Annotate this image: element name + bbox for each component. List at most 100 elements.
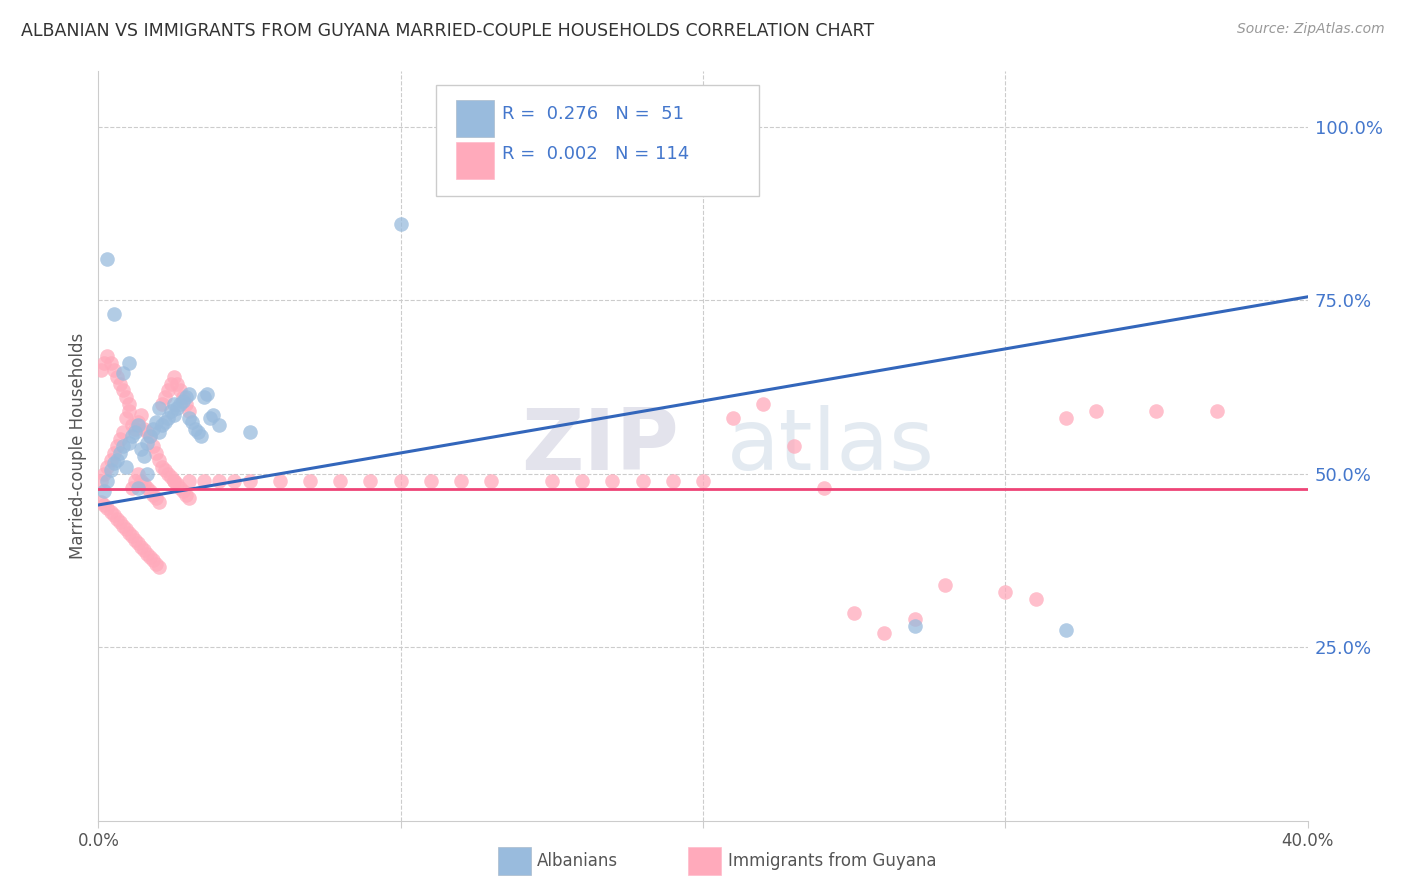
Point: [329, 474, 352, 488]
Point: [139, 484, 162, 499]
Point: [540, 474, 562, 488]
Point: [111, 384, 134, 398]
Point: [135, 425, 157, 439]
Point: [96, 474, 118, 488]
Point: [153, 391, 176, 405]
Point: [129, 474, 152, 488]
Point: [481, 474, 503, 488]
Point: [127, 467, 149, 481]
Point: [118, 435, 141, 450]
Point: [139, 428, 162, 442]
Point: [150, 397, 173, 411]
Point: [752, 397, 775, 411]
Point: [163, 369, 186, 384]
Point: [208, 474, 231, 488]
Point: [169, 384, 191, 398]
Point: [132, 450, 155, 464]
Point: [994, 584, 1017, 599]
Point: [190, 428, 212, 442]
Point: [103, 456, 125, 470]
Point: [142, 553, 165, 567]
Point: [692, 474, 714, 488]
Y-axis label: Married-couple Households: Married-couple Households: [69, 333, 87, 559]
Point: [163, 397, 186, 411]
Point: [160, 376, 183, 391]
Point: [139, 549, 162, 564]
Point: [127, 536, 149, 550]
Point: [129, 442, 152, 457]
Point: [148, 494, 170, 508]
Point: [142, 487, 165, 501]
Point: [90, 494, 112, 508]
Point: [118, 525, 141, 540]
Point: [111, 439, 134, 453]
Point: [105, 439, 128, 453]
Point: [193, 474, 215, 488]
Point: [108, 516, 131, 530]
Point: [873, 626, 896, 640]
Point: [172, 484, 194, 499]
Point: [90, 474, 112, 488]
Point: [195, 387, 218, 401]
Point: [163, 474, 186, 488]
Point: [145, 446, 167, 460]
Point: [135, 467, 157, 481]
Text: R =  0.276   N =  51: R = 0.276 N = 51: [502, 105, 683, 123]
Text: Immigrants from Guyana: Immigrants from Guyana: [728, 852, 936, 870]
Point: [239, 474, 262, 488]
Point: [179, 411, 201, 425]
Point: [174, 397, 197, 411]
Point: [269, 474, 291, 488]
Point: [160, 470, 183, 484]
Point: [200, 411, 222, 425]
Point: [631, 474, 654, 488]
Point: [904, 612, 927, 626]
Point: [139, 428, 162, 442]
Point: [135, 547, 157, 561]
Point: [172, 393, 194, 408]
Text: ALBANIAN VS IMMIGRANTS FROM GUYANA MARRIED-COUPLE HOUSEHOLDS CORRELATION CHART: ALBANIAN VS IMMIGRANTS FROM GUYANA MARRI…: [21, 22, 875, 40]
Point: [121, 428, 143, 442]
Point: [105, 512, 128, 526]
Point: [148, 401, 170, 415]
Point: [114, 411, 136, 425]
Point: [93, 467, 115, 481]
Text: Albanians: Albanians: [537, 852, 619, 870]
Point: [174, 391, 197, 405]
Point: [145, 491, 167, 505]
Point: [602, 474, 624, 488]
Point: [108, 446, 131, 460]
Point: [145, 415, 167, 429]
Point: [153, 463, 176, 477]
Point: [179, 491, 201, 505]
Point: [124, 425, 146, 439]
Point: [179, 404, 201, 418]
Point: [813, 481, 835, 495]
Point: [127, 418, 149, 433]
Point: [100, 463, 122, 477]
Point: [127, 415, 149, 429]
Point: [135, 435, 157, 450]
Point: [111, 518, 134, 533]
Point: [135, 481, 157, 495]
Point: [1024, 591, 1046, 606]
Point: [124, 422, 146, 436]
Point: [118, 404, 141, 418]
Text: R =  0.002   N = 114: R = 0.002 N = 114: [502, 145, 689, 162]
Point: [1144, 404, 1167, 418]
Point: [105, 453, 128, 467]
Point: [145, 557, 167, 571]
Point: [166, 401, 188, 415]
Point: [208, 418, 231, 433]
Point: [360, 474, 382, 488]
Point: [129, 408, 152, 422]
Point: [169, 481, 191, 495]
Point: [114, 459, 136, 474]
Point: [174, 487, 197, 501]
Point: [420, 474, 443, 488]
Point: [156, 467, 179, 481]
Point: [142, 439, 165, 453]
Point: [193, 391, 215, 405]
Point: [166, 376, 188, 391]
Point: [127, 481, 149, 495]
